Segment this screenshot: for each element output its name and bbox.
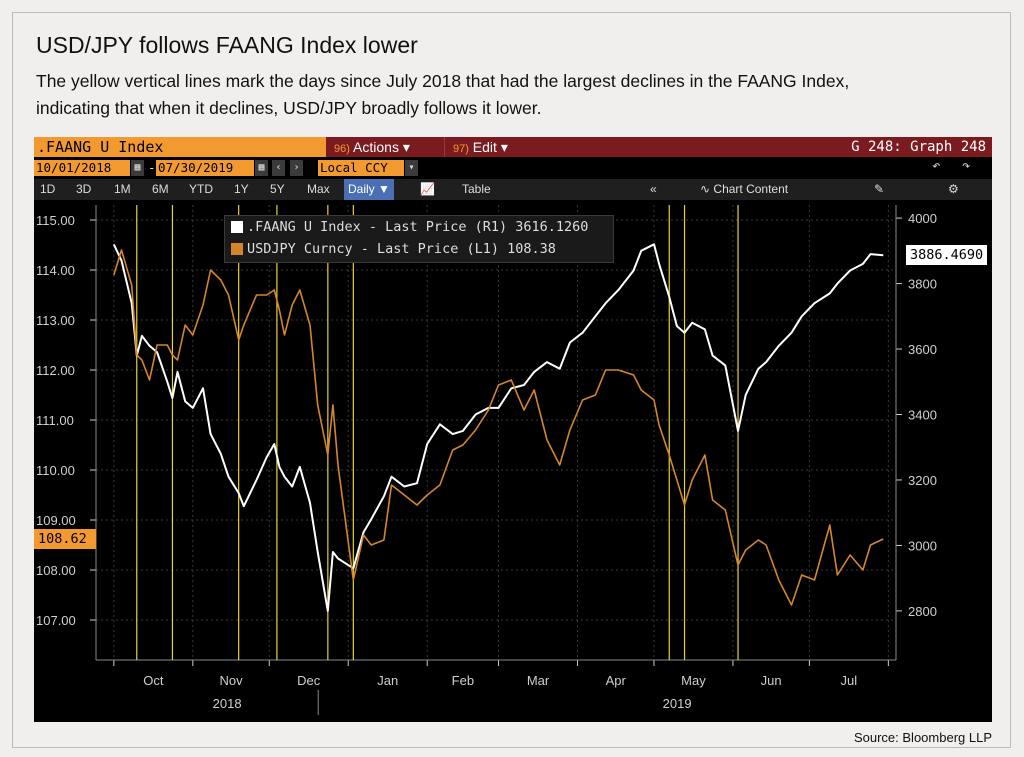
month-label: Jan (377, 673, 398, 688)
last-value-left: 108.62 (34, 529, 96, 549)
right-tick-label: 3200 (908, 473, 937, 488)
edit-icon[interactable]: ✎ (874, 182, 885, 196)
month-label: Nov (219, 673, 243, 688)
chevron-down-icon[interactable]: ▾ (405, 160, 418, 176)
start-date-field[interactable]: 10/01/2018 (34, 160, 130, 176)
usdjpy-series-line (113, 249, 884, 606)
actions-label: Actions (353, 139, 399, 155)
right-tick-label: 3600 (908, 342, 937, 357)
chart-content-button[interactable]: ∿ Chart Content (700, 179, 788, 200)
usdjpy-swatch-icon (231, 243, 243, 255)
left-tick-label: 110.00 (36, 463, 75, 478)
actions-number: 96) (334, 143, 350, 155)
undo-icon[interactable]: ↶ (932, 158, 941, 174)
legend-item-faang: .FAANG U Index - Last Price (R1) 3616.12… (231, 216, 613, 238)
prev-arrow-icon[interactable]: ‹ (272, 160, 285, 176)
month-label: Dec (297, 673, 321, 688)
ticker-field[interactable]: .FAANG U Index (34, 137, 326, 157)
calendar-icon[interactable]: ▦ (255, 160, 268, 176)
left-tick-label: 115.00 (36, 213, 75, 228)
right-tick-label: 3400 (908, 407, 937, 422)
bloomberg-terminal: .FAANG U Index 96) Actions ▾ 97) Edit ▾ … (34, 137, 992, 722)
frequency-select[interactable]: Daily ▼ (344, 179, 394, 200)
collapse-icon[interactable]: « (650, 182, 657, 196)
period-6m[interactable]: 6M (152, 182, 169, 196)
frequency-label: Daily (348, 182, 375, 196)
line-chart-icon[interactable]: 📈 (420, 182, 435, 196)
period-ytd[interactable]: YTD (189, 182, 213, 196)
calendar-icon[interactable]: ▦ (131, 160, 144, 176)
faang-swatch-icon (231, 221, 243, 233)
left-tick-label: 113.00 (36, 313, 75, 328)
currency-select[interactable]: Local CCY (318, 160, 404, 176)
edit-label: Edit (472, 139, 497, 155)
chart-plot: 115.00 114.00 113.00 112.00 111.00 110.00 109.… (36, 205, 937, 715)
gear-icon[interactable]: ⚙ (948, 182, 959, 196)
year-label-2019: 2019 (663, 696, 692, 711)
figure-title: USD/JPY follows FAANG Index lower (36, 32, 418, 58)
last-value-right: 3886.4690 (906, 245, 988, 266)
legend-usdjpy-text: USDJPY Curncy - Last Price (L1) 108.38 (247, 241, 556, 257)
period-1m[interactable]: 1M (114, 182, 131, 196)
legend-faang-text: .FAANG U Index - Last Price (R1) 3616.12… (247, 219, 589, 235)
left-tick-label: 114.00 (36, 263, 75, 278)
edit-number: 97) (453, 143, 469, 155)
period-1y[interactable]: 1Y (234, 182, 249, 196)
period-3d[interactable]: 3D (76, 182, 92, 196)
month-label: Oct (143, 673, 164, 688)
left-tick-label: 107.00 (36, 613, 76, 628)
chart-legend: .FAANG U Index - Last Price (R1) 3616.12… (224, 215, 614, 263)
chart-content-label: Chart Content (713, 182, 789, 196)
right-tick-label: 3000 (908, 538, 937, 553)
right-tick-label: 2800 (908, 604, 937, 619)
edit-menu[interactable]: 97) Edit ▾ (444, 137, 508, 157)
legend-item-usdjpy: USDJPY Curncy - Last Price (L1) 108.38 (231, 238, 613, 260)
period-max[interactable]: Max (307, 182, 330, 196)
period-5y[interactable]: 5Y (270, 182, 285, 196)
month-label: Feb (452, 673, 474, 688)
year-label-2018: 2018 (213, 696, 242, 711)
right-tick-label: 3800 (908, 277, 937, 292)
end-date-field[interactable]: 07/30/2019 (156, 160, 254, 176)
right-tick-label: 4000 (908, 211, 937, 226)
month-label: May (681, 673, 706, 688)
month-label: Jul (841, 673, 858, 688)
left-tick-label: 111.00 (36, 413, 74, 428)
source-note: Source: Bloomberg LLP (853, 730, 992, 745)
graph-title: G 248: Graph 248 (851, 139, 986, 155)
month-label: Jun (761, 673, 782, 688)
table-button[interactable]: Table (462, 182, 491, 196)
month-label: Apr (606, 673, 627, 688)
redo-icon[interactable]: ↷ (962, 158, 971, 174)
figure-subtitle: The yellow vertical lines mark the days … (36, 71, 850, 118)
chevron-down-icon: ▼ (378, 182, 390, 196)
period-1d[interactable]: 1D (40, 182, 56, 196)
faang-series-line (112, 243, 884, 612)
date-separator: - (148, 160, 156, 176)
left-tick-label: 112.00 (36, 363, 75, 378)
chevron-down-icon: ▾ (500, 139, 508, 155)
left-tick-label: 109.00 (36, 513, 76, 528)
chevron-down-icon: ▾ (402, 139, 410, 155)
next-arrow-icon[interactable]: › (290, 160, 303, 176)
period-toolbar (34, 179, 992, 200)
month-label: Mar (527, 673, 550, 688)
left-tick-label: 108.00 (36, 563, 76, 578)
chart-content-icon: ∿ (700, 182, 711, 196)
actions-menu[interactable]: 96) Actions ▾ (334, 137, 410, 157)
